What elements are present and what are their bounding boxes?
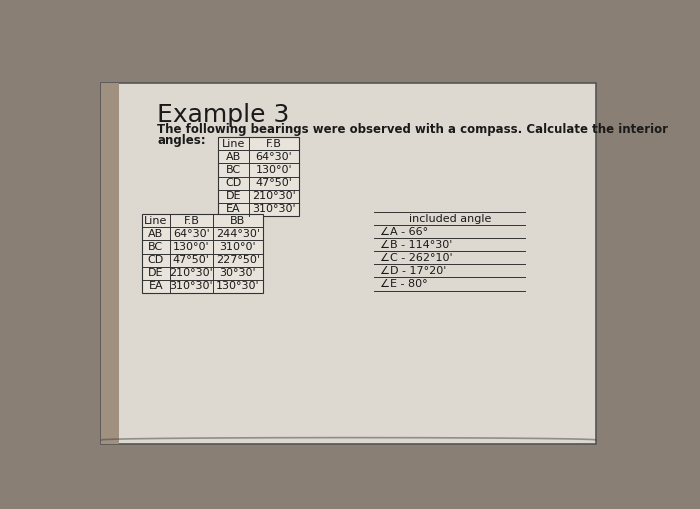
Text: 310°30': 310°30' [252, 204, 295, 214]
FancyBboxPatch shape [141, 214, 262, 293]
Text: ∠A - 66°: ∠A - 66° [381, 227, 428, 237]
Text: ∠B - 114°30': ∠B - 114°30' [381, 240, 453, 250]
Text: 130°0': 130°0' [173, 242, 210, 252]
Text: 227°50': 227°50' [216, 255, 260, 265]
Text: 64°30': 64°30' [256, 152, 293, 162]
Text: The following bearings were observed with a compass. Calculate the interior: The following bearings were observed wit… [158, 124, 668, 136]
FancyBboxPatch shape [218, 137, 299, 216]
Text: ∠C - 262°10': ∠C - 262°10' [381, 253, 453, 263]
Text: ∠E - 80°: ∠E - 80° [381, 279, 428, 289]
Text: included angle: included angle [409, 214, 491, 223]
Text: CD: CD [225, 178, 241, 188]
Text: Line: Line [221, 139, 245, 149]
Text: Example 3: Example 3 [158, 103, 290, 127]
Text: BB: BB [230, 216, 246, 226]
Text: F.B: F.B [183, 216, 199, 226]
Text: DE: DE [225, 191, 241, 201]
Text: 310°0': 310°0' [220, 242, 256, 252]
Text: 210°30': 210°30' [252, 191, 296, 201]
Text: 244°30': 244°30' [216, 229, 260, 239]
Text: BC: BC [225, 165, 241, 175]
Text: ∠D - 17°20': ∠D - 17°20' [381, 266, 447, 276]
Text: DE: DE [148, 268, 163, 278]
Text: 47°50': 47°50' [173, 255, 210, 265]
Text: AB: AB [148, 229, 163, 239]
Text: EA: EA [148, 281, 163, 291]
Text: 130°0': 130°0' [256, 165, 292, 175]
Text: AB: AB [225, 152, 241, 162]
Text: angles:: angles: [158, 134, 206, 147]
Text: F.B: F.B [266, 139, 282, 149]
Text: Line: Line [144, 216, 167, 226]
FancyBboxPatch shape [102, 83, 118, 444]
Text: 210°30': 210°30' [169, 268, 214, 278]
Text: CD: CD [148, 255, 164, 265]
Text: 64°30': 64°30' [173, 229, 210, 239]
Text: 310°30': 310°30' [169, 281, 214, 291]
Text: EA: EA [226, 204, 241, 214]
Text: BC: BC [148, 242, 163, 252]
Text: 30°30': 30°30' [220, 268, 256, 278]
Text: 47°50': 47°50' [256, 178, 293, 188]
Text: 130°30': 130°30' [216, 281, 260, 291]
FancyBboxPatch shape [102, 83, 596, 444]
